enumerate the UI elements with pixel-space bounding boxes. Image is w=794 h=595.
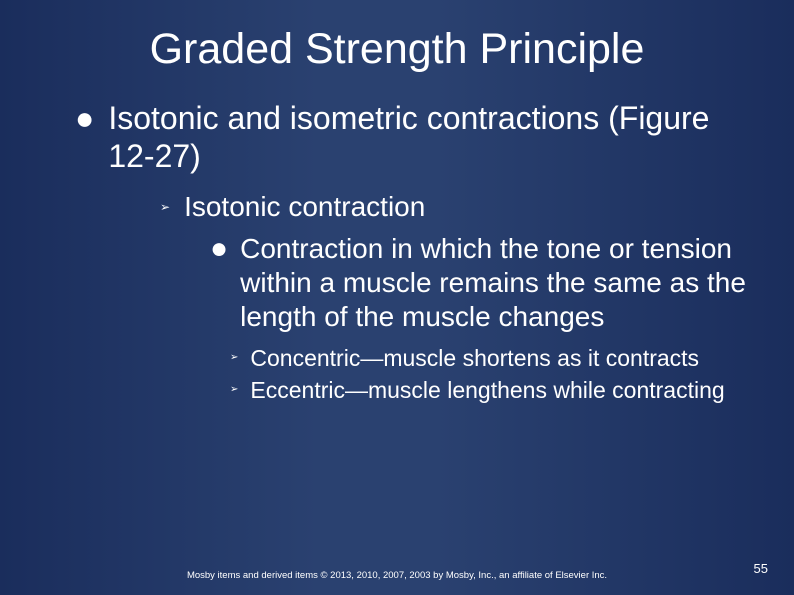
- bullet-dot-icon: ●: [75, 99, 94, 175]
- bullet-l4a-text: Concentric—muscle shortens as it contrac…: [250, 344, 699, 372]
- bullet-l4b-text: Eccentric—muscle lengthens while contrac…: [250, 376, 724, 404]
- slide-container: Graded Strength Principle ● Isotonic and…: [0, 0, 794, 595]
- footer-copyright: Mosby items and derived items © 2013, 20…: [0, 570, 794, 581]
- bullet-arrow-icon: ➢: [230, 344, 238, 372]
- bullet-l1-text: Isotonic and isometric contractions (Fig…: [108, 99, 754, 175]
- bullet-dot-icon: ●: [210, 232, 228, 334]
- bullet-level1: ● Isotonic and isometric contractions (F…: [75, 99, 754, 175]
- page-number: 55: [754, 561, 768, 576]
- bullet-level3: ● Contraction in which the tone or tensi…: [210, 232, 754, 334]
- bullet-level2: ➢ Isotonic contraction: [160, 190, 754, 224]
- bullet-level4-a: ➢ Concentric—muscle shortens as it contr…: [230, 344, 754, 372]
- bullet-arrow-icon: ➢: [160, 190, 170, 224]
- bullet-l3-text: Contraction in which the tone or tension…: [240, 232, 754, 334]
- bullet-arrow-icon: ➢: [230, 376, 238, 404]
- bullet-l2-text: Isotonic contraction: [184, 190, 425, 224]
- slide-title: Graded Strength Principle: [40, 25, 754, 74]
- bullet-level4-b: ➢ Eccentric—muscle lengthens while contr…: [230, 376, 754, 404]
